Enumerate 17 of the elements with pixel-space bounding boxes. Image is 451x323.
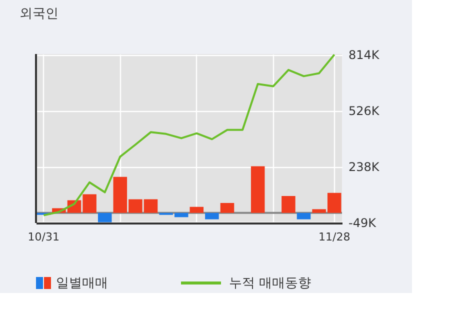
chart-title: 외국인 xyxy=(19,6,58,22)
bar xyxy=(296,212,311,220)
line-series xyxy=(42,54,336,216)
legend-label: 누적 매매동향 xyxy=(229,276,312,291)
y-tick-label: 814K xyxy=(348,48,380,62)
bar xyxy=(220,202,234,213)
bar xyxy=(282,196,296,213)
bar xyxy=(190,206,204,213)
bar xyxy=(205,212,219,220)
x-tick-label: 10/31 xyxy=(28,230,60,244)
legend-label: 일별매매 xyxy=(56,276,108,291)
bar xyxy=(250,166,265,213)
x-tick-label: 11/28 xyxy=(318,230,350,244)
y-tick-label: 526K xyxy=(348,104,380,118)
bar xyxy=(98,212,112,222)
y-tick-label: -49K xyxy=(348,216,378,230)
y-tick-label: 238K xyxy=(348,160,380,174)
